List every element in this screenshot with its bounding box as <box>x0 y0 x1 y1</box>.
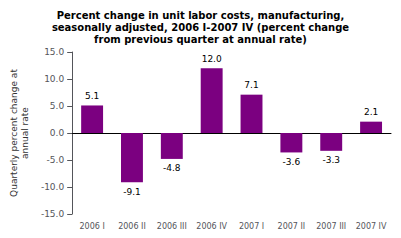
svg-text:Quarterly percent change at: Quarterly percent change at <box>9 69 19 197</box>
svg-text:-3.6: -3.6 <box>283 157 301 167</box>
svg-text:10.0: 10.0 <box>44 74 64 84</box>
svg-text:Percent change in unit labor c: Percent change in unit labor costs, manu… <box>57 10 345 21</box>
svg-text:7.1: 7.1 <box>244 80 258 90</box>
svg-text:from previous quarter at annua: from previous quarter at annual rate) <box>94 34 307 45</box>
svg-text:-4.8: -4.8 <box>163 163 181 173</box>
svg-text:2006 II: 2006 II <box>118 222 146 231</box>
svg-text:-15.0: -15.0 <box>41 209 65 219</box>
svg-text:-10.0: -10.0 <box>41 182 65 192</box>
svg-text:2006 III: 2006 III <box>157 222 187 231</box>
svg-text:12.0: 12.0 <box>202 54 222 64</box>
svg-text:-9.1: -9.1 <box>123 187 141 197</box>
svg-text:annual rate: annual rate <box>20 107 30 159</box>
svg-text:15.0: 15.0 <box>44 47 64 57</box>
svg-text:0.0: 0.0 <box>50 128 65 138</box>
svg-text:-3.3: -3.3 <box>322 155 340 165</box>
svg-text:2006 I: 2006 I <box>79 222 104 231</box>
svg-text:2007 III: 2007 III <box>316 222 346 231</box>
svg-text:2007 I: 2007 I <box>239 222 264 231</box>
svg-text:-5.0: -5.0 <box>47 155 65 165</box>
svg-text:2007 II: 2007 II <box>278 222 306 231</box>
svg-text:2006 IV: 2006 IV <box>196 222 227 231</box>
svg-text:2.1: 2.1 <box>364 107 378 117</box>
svg-text:2007 IV: 2007 IV <box>356 222 387 231</box>
svg-text:5.0: 5.0 <box>50 101 65 111</box>
svg-text:5.1: 5.1 <box>85 91 99 101</box>
svg-text:seasonally adjusted, 2006 I-20: seasonally adjusted, 2006 I-2007 IV (per… <box>52 22 349 33</box>
